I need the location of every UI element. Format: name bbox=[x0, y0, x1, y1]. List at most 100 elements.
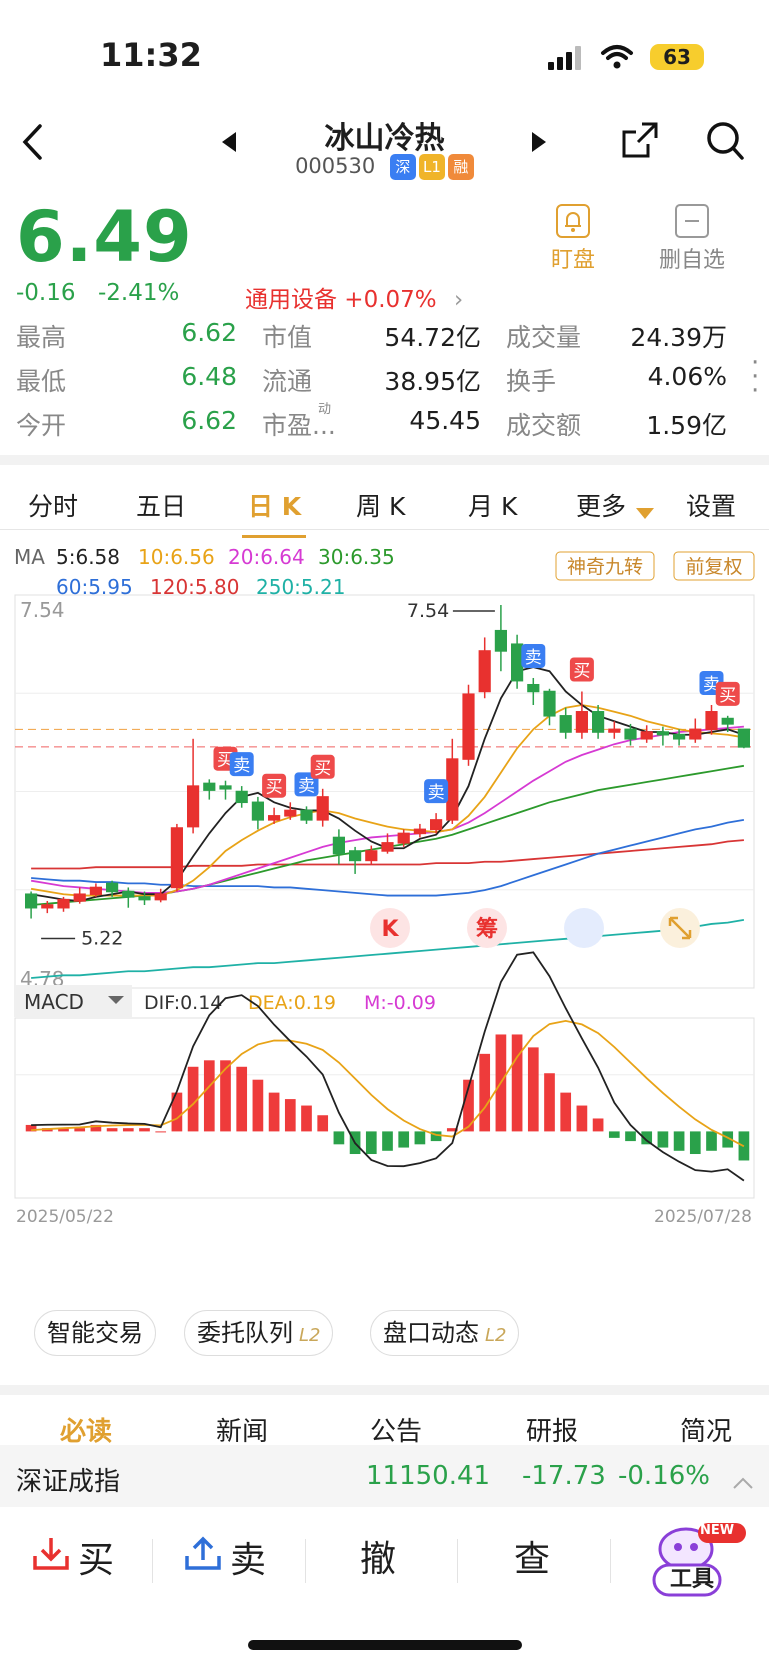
remove-watchlist-button[interactable]: 删自选 bbox=[652, 204, 732, 274]
dif-line bbox=[31, 951, 745, 1182]
tab-must-read[interactable]: 必读 bbox=[60, 1417, 113, 1447]
stock-code: 000530 bbox=[295, 154, 376, 178]
more-vertical-icon[interactable]: · · · bbox=[751, 348, 760, 406]
stat-label: 成交额 bbox=[506, 411, 582, 440]
next-stock-icon[interactable] bbox=[530, 132, 546, 156]
battery-indicator: 63 bbox=[650, 44, 704, 70]
tab-settings[interactable]: 设置 bbox=[686, 492, 737, 521]
index-change: -17.73 bbox=[522, 1461, 606, 1491]
macd-frame bbox=[14, 1017, 755, 1199]
tab-research[interactable]: 研报 bbox=[526, 1417, 579, 1447]
wifi-icon bbox=[600, 44, 634, 74]
tab-intraday[interactable]: 分时 bbox=[28, 492, 79, 521]
candle-body bbox=[106, 882, 119, 893]
candle-body bbox=[381, 842, 394, 852]
magic-nine-button[interactable]: 神奇九转 bbox=[555, 551, 655, 581]
candle bbox=[462, 684, 475, 766]
buy-signal-badge bbox=[310, 754, 335, 779]
candle-body bbox=[57, 898, 70, 909]
candle-body bbox=[316, 796, 329, 821]
candle-body bbox=[170, 827, 183, 889]
candle-body bbox=[89, 886, 102, 895]
macd-bar bbox=[74, 1128, 86, 1132]
index-ticker[interactable]: 深证成指 11150.41 -17.73 -0.16% bbox=[0, 1445, 769, 1507]
search-icon[interactable] bbox=[705, 120, 745, 166]
macd-bar bbox=[139, 1128, 150, 1132]
tab-five-day[interactable]: 五日 bbox=[136, 492, 187, 521]
candle bbox=[187, 738, 200, 834]
tab-announcements[interactable]: 公告 bbox=[370, 1417, 423, 1447]
candle-body bbox=[332, 836, 345, 855]
order-queue-label: 委托队列 bbox=[197, 1319, 293, 1347]
adjust-button[interactable]: 前复权 bbox=[673, 551, 755, 581]
stats-row-1: 最高 6.62 市值 54.72亿 成交量 24.39万 bbox=[0, 318, 769, 362]
sector-link[interactable]: 通用设备 +0.07% › bbox=[245, 280, 463, 314]
buy-signal-label: 买 bbox=[573, 661, 590, 681]
low-annotation: 5.22 bbox=[81, 928, 123, 950]
tab-profile[interactable]: 简况 bbox=[680, 1417, 733, 1447]
macd-bar bbox=[203, 1060, 215, 1132]
macd-bar bbox=[560, 1092, 572, 1132]
active-tab-indicator bbox=[242, 535, 306, 538]
candle-body bbox=[592, 711, 605, 733]
back-icon[interactable] bbox=[20, 122, 46, 166]
candle bbox=[300, 806, 313, 824]
status-time: 11:32 bbox=[100, 36, 202, 74]
signal-icon bbox=[548, 46, 582, 74]
tab-weekly-k[interactable]: 周 K bbox=[356, 492, 406, 521]
date-start: 2025/05/22 bbox=[16, 1207, 114, 1227]
stock-header: 冰山冷热 000530 深 L1 融 bbox=[0, 110, 769, 200]
candle-body bbox=[122, 890, 135, 898]
k-line-icon bbox=[370, 908, 410, 948]
watch-button[interactable]: 盯盘 bbox=[548, 204, 598, 274]
tab-monthly-k[interactable]: 月 K bbox=[468, 492, 518, 521]
tools-button[interactable]: NEW 工具 bbox=[648, 1519, 748, 1603]
candle-body bbox=[575, 711, 588, 733]
k-line-icon-label: K bbox=[381, 917, 399, 942]
tab-news[interactable]: 新闻 bbox=[216, 1417, 269, 1447]
macd-bar bbox=[268, 1092, 280, 1132]
candle-body bbox=[251, 801, 264, 821]
macd-plot: MACD DIF:0.14 DEA:0.19 M:-0.09 2025/05/22 202… bbox=[14, 951, 755, 1227]
candle bbox=[203, 779, 216, 800]
order-queue-button[interactable]: 委托队列 L2 bbox=[184, 1310, 334, 1356]
smart-trade-button[interactable]: 智能交易 bbox=[34, 1310, 156, 1356]
macd-bar bbox=[544, 1073, 555, 1132]
buy-signal-label: 买 bbox=[314, 759, 331, 779]
stat-value: 45.45 bbox=[409, 406, 481, 435]
order-book-button[interactable]: 盘口动态 L2 bbox=[370, 1310, 520, 1356]
macd-bar bbox=[463, 1079, 474, 1132]
candle-body bbox=[511, 643, 524, 682]
sell-button[interactable]: 卖 bbox=[184, 1525, 266, 1595]
share-icon[interactable] bbox=[620, 120, 660, 164]
stat-label: 市盈... bbox=[262, 411, 336, 440]
candle-body bbox=[640, 731, 653, 740]
macd-bar bbox=[430, 1131, 442, 1142]
candle bbox=[89, 883, 102, 897]
candle bbox=[737, 728, 750, 749]
ma250-line bbox=[31, 918, 745, 979]
candle-body bbox=[527, 683, 540, 693]
tab-more[interactable]: 更多 bbox=[576, 492, 627, 521]
candle bbox=[413, 823, 426, 838]
ma-legend-item: 5:6.58 bbox=[56, 545, 120, 569]
candle bbox=[365, 845, 378, 865]
tab-daily-k[interactable]: 日 K bbox=[248, 492, 302, 521]
sell-label: 卖 bbox=[230, 1540, 267, 1581]
candle-body bbox=[624, 728, 637, 740]
prev-stock-icon[interactable] bbox=[222, 132, 238, 156]
query-button[interactable]: 查 bbox=[514, 1539, 551, 1580]
candle bbox=[381, 833, 394, 854]
upload-icon bbox=[184, 1526, 222, 1596]
candle-body bbox=[187, 785, 200, 828]
stat-label: 成交量 bbox=[506, 323, 582, 352]
macd-bar bbox=[511, 1034, 523, 1132]
candle bbox=[284, 802, 297, 820]
stat-value: 6.62 bbox=[181, 318, 237, 347]
cancel-order-button[interactable]: 撤 bbox=[360, 1539, 397, 1580]
candle-body bbox=[413, 828, 426, 835]
buy-button[interactable]: 买 bbox=[32, 1525, 114, 1595]
